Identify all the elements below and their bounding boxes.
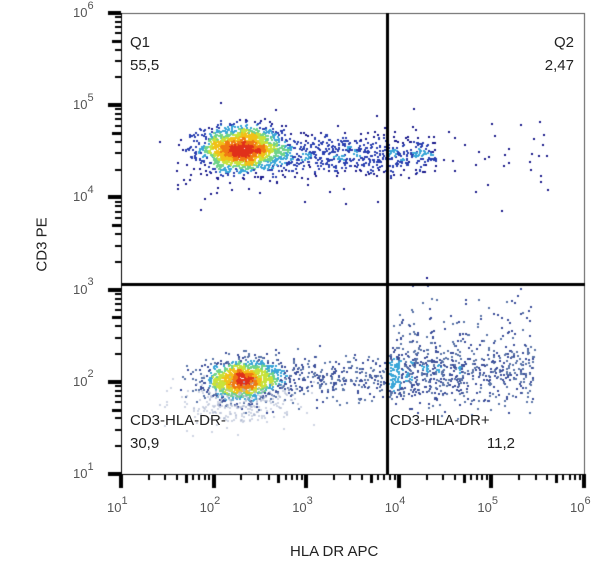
tick-exponent: 5 bbox=[87, 91, 94, 104]
quadrant-label-q2: Q2 2,47 bbox=[504, 34, 574, 75]
tick-base: 10 bbox=[107, 500, 122, 515]
tick-base: 10 bbox=[292, 500, 307, 515]
tick-exponent: 6 bbox=[87, 0, 94, 12]
y-tick-label: 105 bbox=[73, 92, 94, 113]
tick-exponent: 4 bbox=[87, 184, 94, 197]
tick-exponent: 3 bbox=[87, 276, 94, 289]
tick-exponent: 1 bbox=[87, 460, 94, 473]
x-tick-label: 103 bbox=[292, 495, 313, 515]
tick-exponent: 2 bbox=[214, 494, 221, 507]
y-tick-label: 102 bbox=[73, 369, 94, 389]
quadrant-percent: 30,9 bbox=[130, 435, 160, 452]
tick-base: 10 bbox=[73, 97, 88, 113]
tick-base: 10 bbox=[73, 373, 88, 389]
quadrant-name: Q1 bbox=[130, 34, 151, 51]
quadrant-percent: 2,47 bbox=[544, 57, 574, 74]
quadrant-percent: 11,2 bbox=[486, 435, 515, 452]
tick-base: 10 bbox=[73, 466, 88, 481]
quadrant-label-q4: CD3-HLA-DR- 30,9 bbox=[130, 412, 226, 453]
tick-exponent: 6 bbox=[584, 494, 591, 507]
y-tick-label: 101 bbox=[73, 461, 94, 481]
tick-base: 10 bbox=[384, 500, 400, 515]
x-tick-label: 104 bbox=[384, 495, 406, 515]
y-axis-title: CD3 PE bbox=[33, 217, 51, 272]
y-tick-label: 104 bbox=[73, 185, 94, 205]
quadrant-label-q3: CD3-HLA-DR+ 11,2 bbox=[390, 412, 515, 453]
tick-base: 10 bbox=[570, 500, 585, 515]
x-tick-label: 102 bbox=[199, 495, 221, 515]
y-tick-label: 106 bbox=[73, 0, 94, 20]
x-tick-label: 106 bbox=[570, 495, 591, 515]
tick-exponent: 1 bbox=[121, 494, 128, 507]
tick-base: 10 bbox=[477, 500, 492, 515]
x-axis-title: HLA DR APC bbox=[290, 543, 379, 560]
tick-exponent: 2 bbox=[87, 368, 94, 381]
tick-exponent: 5 bbox=[491, 494, 498, 507]
quadrant-label-q1: Q1 55,5 bbox=[130, 34, 159, 75]
tick-exponent: 4 bbox=[399, 494, 406, 507]
tick-base: 10 bbox=[73, 5, 88, 20]
tick-exponent: 3 bbox=[306, 494, 313, 507]
quadrant-name: CD3-HLA-DR+ bbox=[390, 412, 490, 429]
quadrant-percent: 55,5 bbox=[130, 57, 160, 74]
tick-base: 10 bbox=[199, 500, 215, 515]
x-tick-label: 101 bbox=[107, 495, 128, 515]
tick-base: 10 bbox=[73, 189, 88, 205]
quadrant-name: Q2 bbox=[553, 34, 574, 51]
y-tick-label: 103 bbox=[73, 277, 94, 297]
quadrant-name: CD3-HLA-DR- bbox=[130, 412, 226, 429]
tick-base: 10 bbox=[73, 281, 88, 297]
x-tick-label: 105 bbox=[477, 495, 498, 515]
